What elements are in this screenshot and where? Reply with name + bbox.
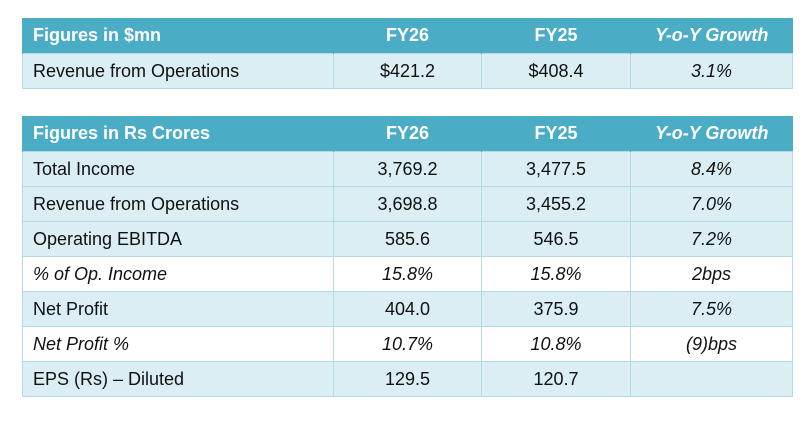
cell-label: Total Income (22, 151, 334, 187)
cell-label: % of Op. Income (22, 256, 334, 292)
cell-fy25: 3,477.5 (481, 151, 631, 187)
cell-growth: 7.0% (630, 186, 793, 222)
column-header: FY25 (481, 18, 631, 54)
cell-fy26: 3,698.8 (333, 186, 482, 222)
inr-figures-table: Figures in Rs Crores FY26 FY25 Y-o-Y Growth… (22, 116, 793, 397)
table-row: EPS (Rs) – Diluted 129.5 120.7 (22, 361, 793, 397)
cell-label: Revenue from Operations (22, 186, 334, 222)
column-header: FY25 (481, 116, 631, 152)
cell-growth: 7.2% (630, 221, 793, 257)
cell-fy26: $421.2 (333, 53, 482, 89)
cell-fy25: 546.5 (481, 221, 631, 257)
cell-label: EPS (Rs) – Diluted (22, 361, 334, 397)
table-row: Operating EBITDA 585.6 546.5 7.2% (22, 221, 793, 257)
header-row: Figures in Rs Crores FY26 FY25 Y-o-Y Growth (22, 116, 793, 152)
cell-fy25: 15.8% (481, 256, 631, 292)
table-row: % of Op. Income 15.8% 15.8% 2bps (22, 256, 793, 292)
cell-growth: (9)bps (630, 326, 793, 362)
cell-label: Operating EBITDA (22, 221, 334, 257)
column-header: Y-o-Y Growth (630, 116, 793, 152)
table-row: Total Income 3,769.2 3,477.5 8.4% (22, 151, 793, 187)
cell-growth (630, 361, 793, 397)
column-header: FY26 (333, 116, 482, 152)
table-row: Net Profit % 10.7% 10.8% (9)bps (22, 326, 793, 362)
cell-fy25: 3,455.2 (481, 186, 631, 222)
table-row: Revenue from Operations $421.2 $408.4 3.1% (22, 53, 793, 89)
cell-fy25: $408.4 (481, 53, 631, 89)
cell-growth: 3.1% (630, 53, 793, 89)
column-header: Figures in Rs Crores (22, 116, 334, 152)
cell-growth: 2bps (630, 256, 793, 292)
table-row: Revenue from Operations 3,698.8 3,455.2 7.0… (22, 186, 793, 222)
column-header: Y-o-Y Growth (630, 18, 793, 54)
cell-fy25: 375.9 (481, 291, 631, 327)
cell-fy26: 404.0 (333, 291, 482, 327)
cell-fy26: 15.8% (333, 256, 482, 292)
cell-fy25: 10.8% (481, 326, 631, 362)
cell-fy26: 129.5 (333, 361, 482, 397)
table-row: Net Profit 404.0 375.9 7.5% (22, 291, 793, 327)
cell-label: Net Profit (22, 291, 334, 327)
cell-label: Revenue from Operations (22, 53, 334, 89)
cell-fy26: 10.7% (333, 326, 482, 362)
cell-fy26: 585.6 (333, 221, 482, 257)
cell-growth: 7.5% (630, 291, 793, 327)
usd-figures-table: Figures in $mn FY26 FY25 Y-o-Y Growth Revenu… (22, 18, 793, 89)
column-header: Figures in $mn (22, 18, 334, 54)
cell-label: Net Profit % (22, 326, 334, 362)
cell-growth: 8.4% (630, 151, 793, 187)
cell-fy25: 120.7 (481, 361, 631, 397)
column-header: FY26 (333, 18, 482, 54)
header-row: Figures in $mn FY26 FY25 Y-o-Y Growth (22, 18, 793, 54)
cell-fy26: 3,769.2 (333, 151, 482, 187)
